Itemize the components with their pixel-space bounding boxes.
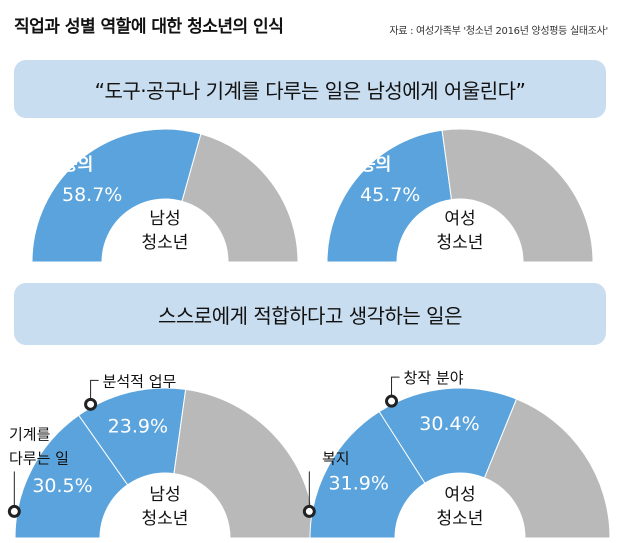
chart-1-slice-2 [182, 134, 298, 262]
chart-1-slice-1-label: 동의 [62, 155, 93, 175]
chart-3-slice-2-marker [86, 399, 96, 409]
chart-2-center-label-2: 청소년 [437, 233, 484, 253]
chart-1-slice-1-value: 58.7% [62, 184, 122, 206]
chart-2-center-label-1: 여성 [444, 209, 475, 229]
chart-4-slice-1-name-1: 복지 [322, 449, 350, 467]
chart-4-center-label-2: 청소년 [437, 509, 484, 529]
chart-1-center-label-2: 청소년 [142, 233, 189, 253]
chart-4-slice-2-name-1: 창작 분야 [404, 369, 464, 387]
chart-3-slice-2-leader [91, 380, 99, 399]
chart-3-slice-1-name-2: 다루는 일 [9, 449, 69, 467]
chart-4-slice-2-value: 30.4% [419, 413, 479, 435]
chart-3-slice-2-name-1: 분석적 업무 [103, 372, 177, 390]
chart-3-slice-3 [174, 389, 315, 538]
chart-3-slice-1-value: 30.5% [32, 475, 92, 497]
chart-4-center-label-1: 여성 [444, 485, 475, 505]
chart-3-center-label-1: 남성 [149, 485, 180, 505]
chart-3-slice-2-value: 23.9% [108, 416, 168, 438]
chart-4-slice-1-value: 31.9% [329, 473, 389, 495]
chart-3-slice-1-name-1: 기계를 [9, 425, 51, 443]
chart-3-slice-1-marker [9, 506, 19, 516]
chart-1-center-label-1: 남성 [149, 209, 180, 229]
chart-2-slice-1-value: 45.7% [360, 184, 420, 206]
chart-2-slice-1-label: 동의 [360, 155, 391, 175]
chart-4-slice-2-marker [387, 396, 397, 406]
chart-4-slice-1-marker [304, 506, 314, 516]
chart-4-slice-2-leader [392, 377, 400, 396]
chart-3-center-label-2: 청소년 [142, 509, 189, 529]
